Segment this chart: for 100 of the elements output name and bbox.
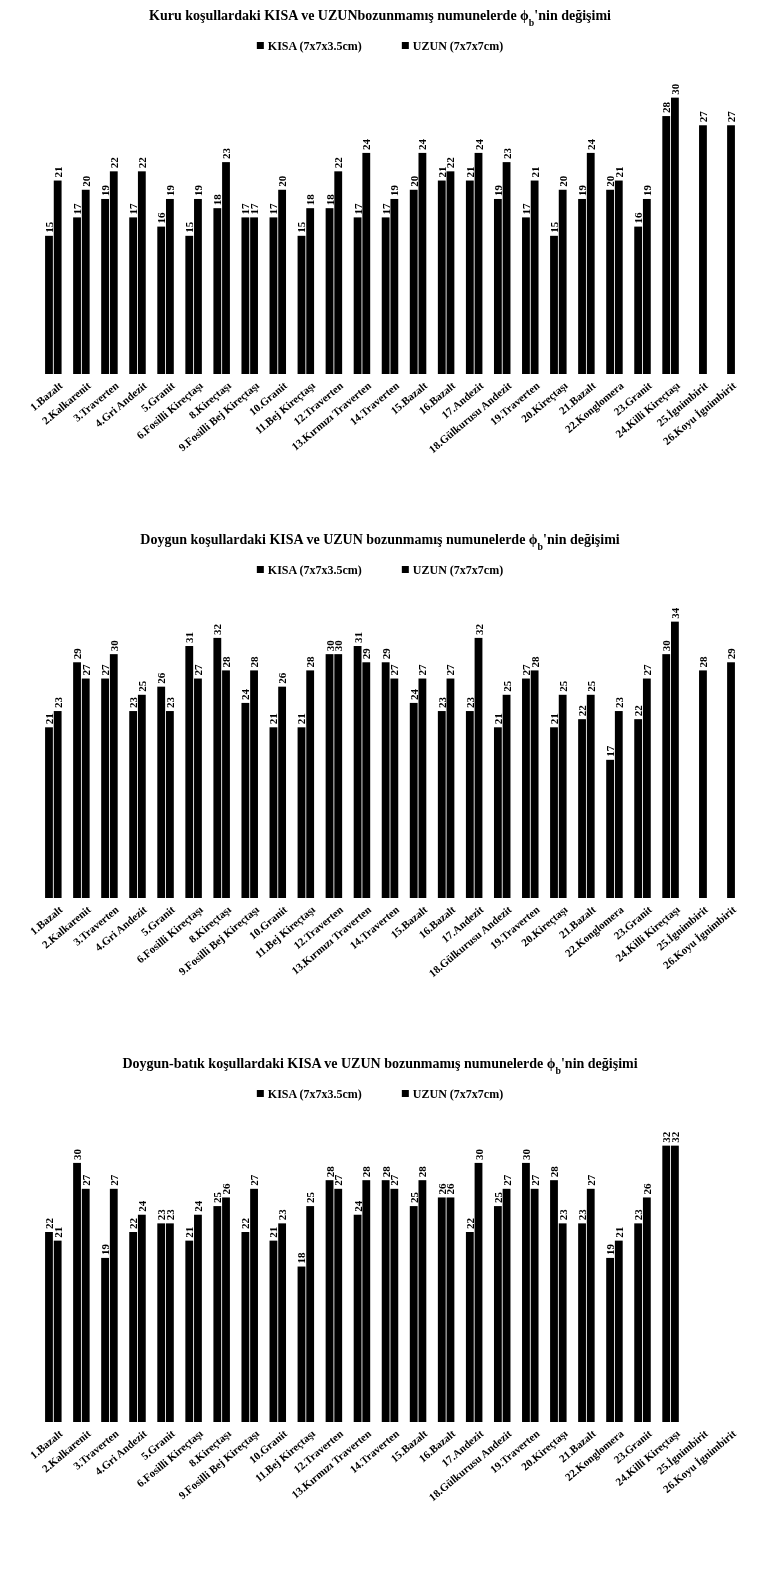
data-label: 19 (388, 184, 401, 196)
data-label: 23 (463, 696, 476, 709)
data-label: 20 (276, 175, 289, 187)
data-label: 28 (248, 655, 261, 668)
legend-label: KISA (7x7x3.5cm) (267, 563, 362, 577)
data-label: 19 (640, 184, 653, 196)
data-label: 27 (416, 664, 429, 676)
data-label: 27 (696, 110, 709, 123)
data-label: 23 (155, 1208, 168, 1221)
data-label: 28 (416, 1165, 429, 1178)
data-label: 15 (547, 221, 560, 233)
data-label: 30 (668, 83, 681, 95)
data-label: 17 (604, 745, 617, 757)
data-label: 28 (547, 1165, 560, 1178)
data-label: 29 (379, 647, 392, 660)
data-label: 24 (351, 1200, 364, 1212)
data-label: 27 (191, 664, 204, 676)
data-label: 29 (71, 647, 84, 660)
data-label: 30 (71, 1148, 84, 1160)
data-label: 16 (632, 212, 645, 224)
legend-label: UZUN (7x7x7cm) (412, 563, 504, 577)
data-label: 22 (42, 1217, 55, 1229)
data-label: 22 (135, 156, 148, 169)
data-label: 19 (576, 184, 589, 196)
data-label: 27 (528, 1174, 541, 1186)
data-label: 26 (276, 672, 289, 684)
data-label: 23 (276, 1208, 289, 1221)
data-label: 23 (435, 696, 448, 709)
data-label: 15 (183, 221, 196, 233)
data-label: 22 (107, 156, 120, 169)
chart-title: Doygun koşullardaki KISA ve UZUN bozunmamış numunelerde ϕ$_{b}$'nin değişimi (140, 532, 620, 552)
data-label: 26 (155, 672, 168, 684)
data-label: 34 (668, 607, 681, 619)
data-label: 30 (519, 1148, 532, 1160)
bar (699, 125, 707, 374)
data-label: 19 (99, 184, 112, 196)
data-label: 23 (500, 147, 513, 160)
data-label: 24 (135, 1200, 148, 1212)
data-label: 28 (304, 655, 317, 668)
data-label: 19 (163, 184, 176, 196)
data-label: 23 (576, 1208, 589, 1221)
data-label: 27 (584, 1174, 597, 1186)
data-label: 17 (519, 202, 532, 215)
data-label: 28 (696, 655, 709, 668)
data-label: 31 (351, 632, 364, 644)
data-label: 28 (220, 655, 233, 668)
data-label: 15 (295, 221, 308, 233)
data-label: 19 (491, 184, 504, 196)
data-label: 22 (632, 704, 645, 717)
data-label: 32 (211, 623, 224, 635)
data-label: 27 (388, 664, 401, 676)
data-label: 27 (79, 664, 92, 676)
data-label: 24 (472, 138, 485, 150)
data-label: 27 (500, 1174, 513, 1186)
data-label: 21 (547, 713, 560, 725)
data-label: 21 (435, 166, 448, 178)
data-label: 24 (407, 688, 420, 700)
data-label: 19 (99, 1243, 112, 1255)
data-label: 24 (584, 138, 597, 150)
data-label: 25 (407, 1191, 420, 1204)
data-label: 23 (632, 1208, 645, 1221)
data-label: 25 (500, 680, 513, 692)
data-label: 26 (640, 1182, 653, 1195)
data-label: 18 (295, 1252, 308, 1264)
data-label: 17 (127, 202, 140, 215)
data-label: 18 (211, 193, 224, 206)
data-label: 22 (239, 1217, 252, 1229)
data-label: 21 (267, 1226, 280, 1238)
data-label: 22 (332, 156, 345, 169)
data-label: 16 (155, 212, 168, 224)
data-label: 18 (304, 193, 317, 206)
legend-label: KISA (7x7x3.5cm) (267, 39, 362, 53)
data-label: 25 (556, 680, 569, 692)
data-label: 15 (42, 221, 55, 233)
data-label: 30 (472, 1148, 485, 1160)
data-label: 28 (660, 101, 673, 114)
data-label: 20 (407, 175, 420, 187)
chart-title: Doygun-batık koşullardaki KISA ve UZUN bozunmamış numunelerde ϕ$_{b}$'nin değişimi (122, 1056, 638, 1076)
data-label: 27 (725, 110, 738, 123)
data-label: 21 (51, 166, 64, 178)
data-label: 20 (556, 175, 569, 187)
data-label: 23 (163, 696, 176, 709)
data-label: 21 (463, 166, 476, 178)
data-label: 19 (604, 1243, 617, 1255)
data-label: 27 (640, 664, 653, 676)
data-label: 30 (660, 639, 673, 652)
data-label: 17 (267, 202, 280, 215)
data-label: 27 (99, 664, 112, 676)
legend-label: UZUN (7x7x7cm) (412, 1087, 504, 1101)
data-label: 27 (107, 1174, 120, 1186)
data-label: 23 (612, 696, 625, 709)
data-label: 21 (295, 713, 308, 725)
bar (727, 125, 735, 374)
data-label: 23 (220, 147, 233, 160)
data-label: 25 (304, 1191, 317, 1204)
data-label: 32 (472, 623, 485, 635)
data-label: 24 (239, 688, 252, 700)
data-label: 27 (248, 1174, 261, 1186)
data-label: 22 (463, 1217, 476, 1229)
data-label: 21 (491, 713, 504, 725)
